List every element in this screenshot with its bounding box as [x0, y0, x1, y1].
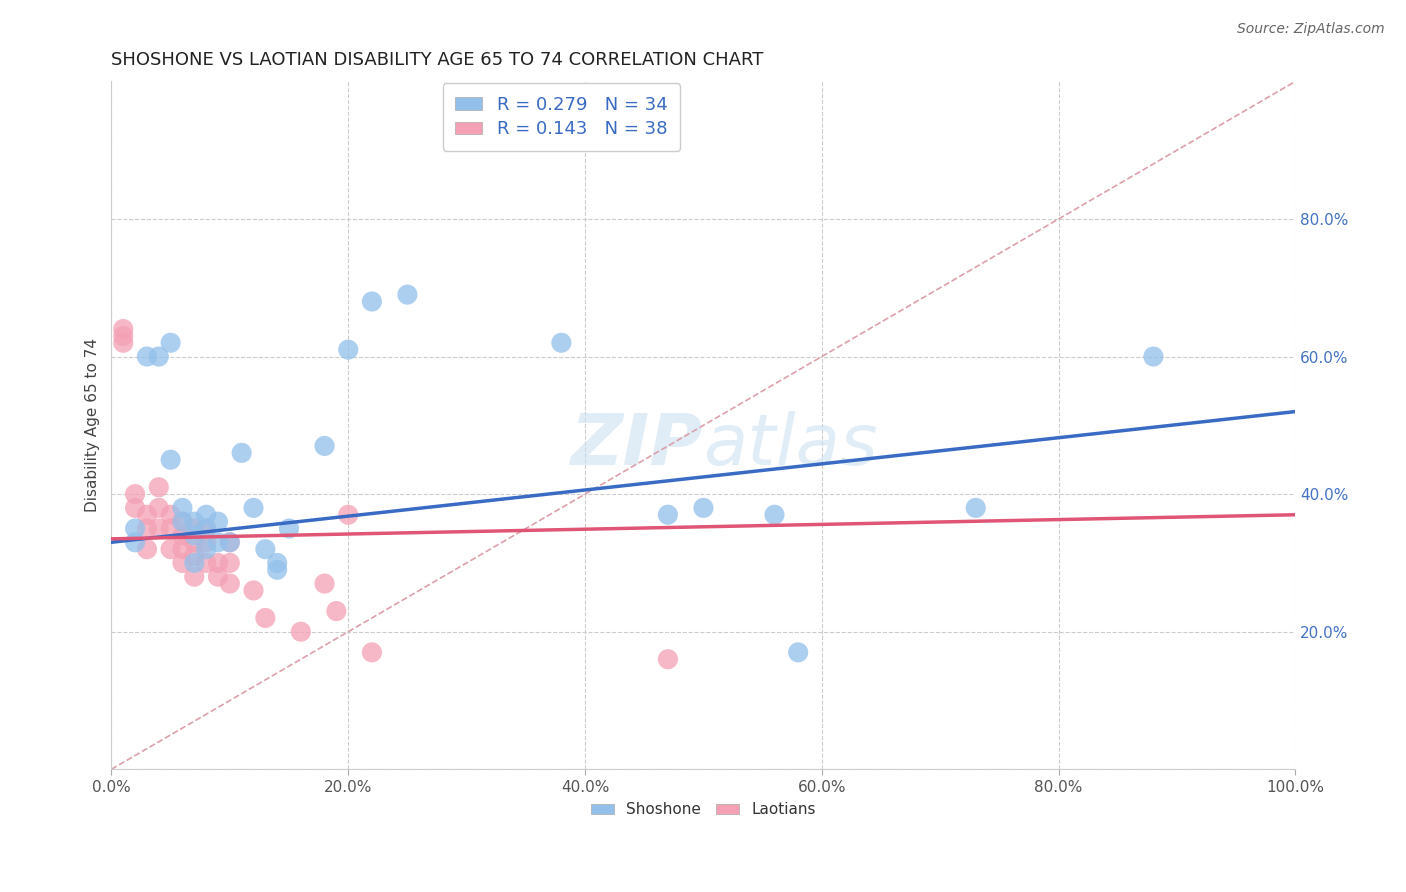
Point — [337, 508, 360, 522]
Point — [195, 522, 218, 536]
Point — [195, 508, 218, 522]
Point — [159, 522, 181, 536]
Point — [314, 439, 336, 453]
Text: Source: ZipAtlas.com: Source: ZipAtlas.com — [1237, 22, 1385, 37]
Point — [242, 583, 264, 598]
Text: atlas: atlas — [703, 411, 879, 481]
Point — [207, 535, 229, 549]
Point — [550, 335, 572, 350]
Point — [278, 522, 301, 536]
Point — [112, 335, 135, 350]
Point — [218, 535, 240, 549]
Point — [218, 535, 240, 549]
Point — [112, 322, 135, 336]
Point — [657, 508, 679, 522]
Point — [172, 556, 194, 570]
Point — [183, 549, 205, 563]
Point — [148, 522, 170, 536]
Point — [787, 645, 810, 659]
Point — [314, 576, 336, 591]
Point — [159, 508, 181, 522]
Point — [361, 645, 384, 659]
Point — [172, 528, 194, 542]
Point — [136, 542, 159, 557]
Point — [172, 515, 194, 529]
Point — [337, 343, 360, 357]
Point — [172, 500, 194, 515]
Point — [266, 556, 288, 570]
Point — [763, 508, 786, 522]
Point — [148, 500, 170, 515]
Point — [195, 535, 218, 549]
Point — [136, 350, 159, 364]
Point — [254, 611, 277, 625]
Point — [242, 500, 264, 515]
Point — [183, 515, 205, 529]
Text: ZIP: ZIP — [571, 411, 703, 481]
Point — [207, 556, 229, 570]
Point — [148, 350, 170, 364]
Point — [692, 500, 714, 515]
Point — [112, 329, 135, 343]
Point — [183, 528, 205, 542]
Point — [124, 535, 146, 549]
Point — [172, 515, 194, 529]
Point — [1142, 350, 1164, 364]
Point — [965, 500, 987, 515]
Y-axis label: Disability Age 65 to 74: Disability Age 65 to 74 — [86, 338, 100, 512]
Point — [136, 522, 159, 536]
Point — [159, 452, 181, 467]
Point — [195, 556, 218, 570]
Point — [231, 446, 253, 460]
Point — [148, 480, 170, 494]
Legend: Shoshone, Laotians: Shoshone, Laotians — [585, 797, 823, 823]
Point — [183, 522, 205, 536]
Point — [290, 624, 312, 639]
Point — [396, 287, 419, 301]
Point — [124, 500, 146, 515]
Point — [195, 522, 218, 536]
Point — [218, 556, 240, 570]
Point — [183, 569, 205, 583]
Point — [124, 522, 146, 536]
Point — [159, 542, 181, 557]
Point — [266, 563, 288, 577]
Point — [183, 535, 205, 549]
Point — [136, 508, 159, 522]
Point — [183, 556, 205, 570]
Point — [254, 542, 277, 557]
Point — [172, 542, 194, 557]
Point — [207, 569, 229, 583]
Point — [195, 542, 218, 557]
Point — [218, 576, 240, 591]
Point — [124, 487, 146, 501]
Point — [361, 294, 384, 309]
Point — [657, 652, 679, 666]
Point — [207, 515, 229, 529]
Point — [325, 604, 347, 618]
Point — [159, 335, 181, 350]
Text: SHOSHONE VS LAOTIAN DISABILITY AGE 65 TO 74 CORRELATION CHART: SHOSHONE VS LAOTIAN DISABILITY AGE 65 TO… — [111, 51, 763, 69]
